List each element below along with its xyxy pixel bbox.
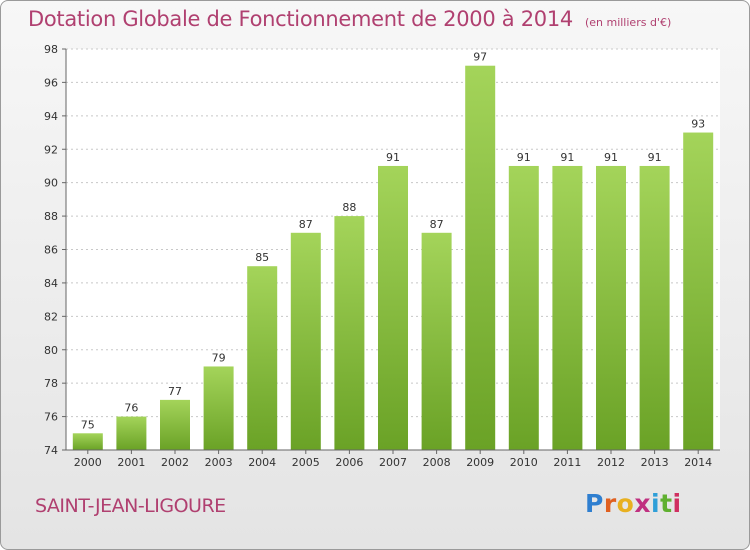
logo-letter: x	[634, 489, 651, 518]
data-label: 87	[299, 218, 313, 231]
bar	[247, 266, 278, 450]
x-tick-label: 2012	[597, 456, 625, 469]
chart-title: Dotation Globale de Fonctionnement de 20…	[28, 7, 671, 31]
y-tick-label: 86	[44, 244, 58, 257]
logo-letter: i	[651, 489, 661, 518]
y-tick-label: 94	[44, 110, 58, 123]
data-label: 97	[473, 51, 487, 64]
bar	[508, 165, 539, 451]
bar	[639, 165, 670, 451]
x-tick-label: 2005	[292, 456, 320, 469]
x-tick-label: 2011	[553, 456, 581, 469]
x-tick-label: 2009	[466, 456, 494, 469]
x-tick-label: 2008	[423, 456, 451, 469]
logo-letter: P	[585, 489, 604, 518]
data-label: 87	[430, 218, 444, 231]
y-tick-label: 76	[44, 411, 58, 424]
data-label: 91	[386, 151, 400, 164]
x-tick-label: 2006	[335, 456, 363, 469]
bar	[421, 232, 452, 450]
x-tick-label: 2013	[641, 456, 669, 469]
bar	[290, 232, 321, 450]
chart-title-text: Dotation Globale de Fonctionnement de 20…	[28, 7, 573, 31]
data-label: 93	[691, 118, 705, 131]
proxiti-logo[interactable]: Proxiti	[585, 489, 682, 518]
data-label: 91	[604, 151, 618, 164]
logo-letter: t	[660, 489, 673, 518]
logo-letter: r	[603, 489, 617, 518]
logo-letter: i	[672, 489, 682, 518]
y-tick-label: 96	[44, 76, 58, 89]
bar	[72, 433, 103, 450]
chart-unit: (en milliers d'€)	[584, 16, 672, 29]
data-label: 91	[648, 151, 662, 164]
y-tick-label: 84	[44, 277, 58, 290]
data-label: 91	[560, 151, 574, 164]
bar	[465, 65, 496, 450]
y-tick-label: 78	[44, 377, 58, 390]
y-tick-label: 90	[44, 177, 58, 190]
bar	[552, 165, 583, 451]
data-label: 77	[168, 385, 182, 398]
bar	[683, 132, 714, 450]
x-tick-label: 2001	[117, 456, 145, 469]
data-label: 79	[212, 351, 226, 364]
y-tick-label: 74	[44, 444, 58, 457]
logo-letter: o	[616, 489, 635, 518]
data-label: 88	[342, 201, 356, 214]
data-label: 91	[517, 151, 531, 164]
data-label: 75	[81, 418, 95, 431]
bar	[378, 165, 408, 451]
commune-name: SAINT-JEAN-LIGOURE	[35, 495, 226, 517]
x-tick-label: 2007	[379, 456, 407, 469]
bar	[334, 216, 365, 450]
y-tick-label: 88	[44, 210, 58, 223]
x-tick-label: 2014	[684, 456, 712, 469]
x-tick-label: 2003	[205, 456, 233, 469]
bar	[596, 165, 626, 451]
y-tick-label: 92	[44, 143, 58, 156]
bar	[203, 366, 234, 450]
x-tick-label: 2002	[161, 456, 189, 469]
x-tick-label: 2000	[74, 456, 102, 469]
data-label: 85	[255, 251, 269, 264]
y-tick-label: 80	[44, 344, 58, 357]
y-tick-label: 82	[44, 310, 58, 323]
x-tick-label: 2010	[510, 456, 538, 469]
x-tick-label: 2004	[248, 456, 276, 469]
data-label: 76	[124, 402, 138, 415]
y-tick-label: 98	[44, 43, 58, 56]
bar	[160, 399, 190, 450]
bar	[116, 416, 147, 450]
